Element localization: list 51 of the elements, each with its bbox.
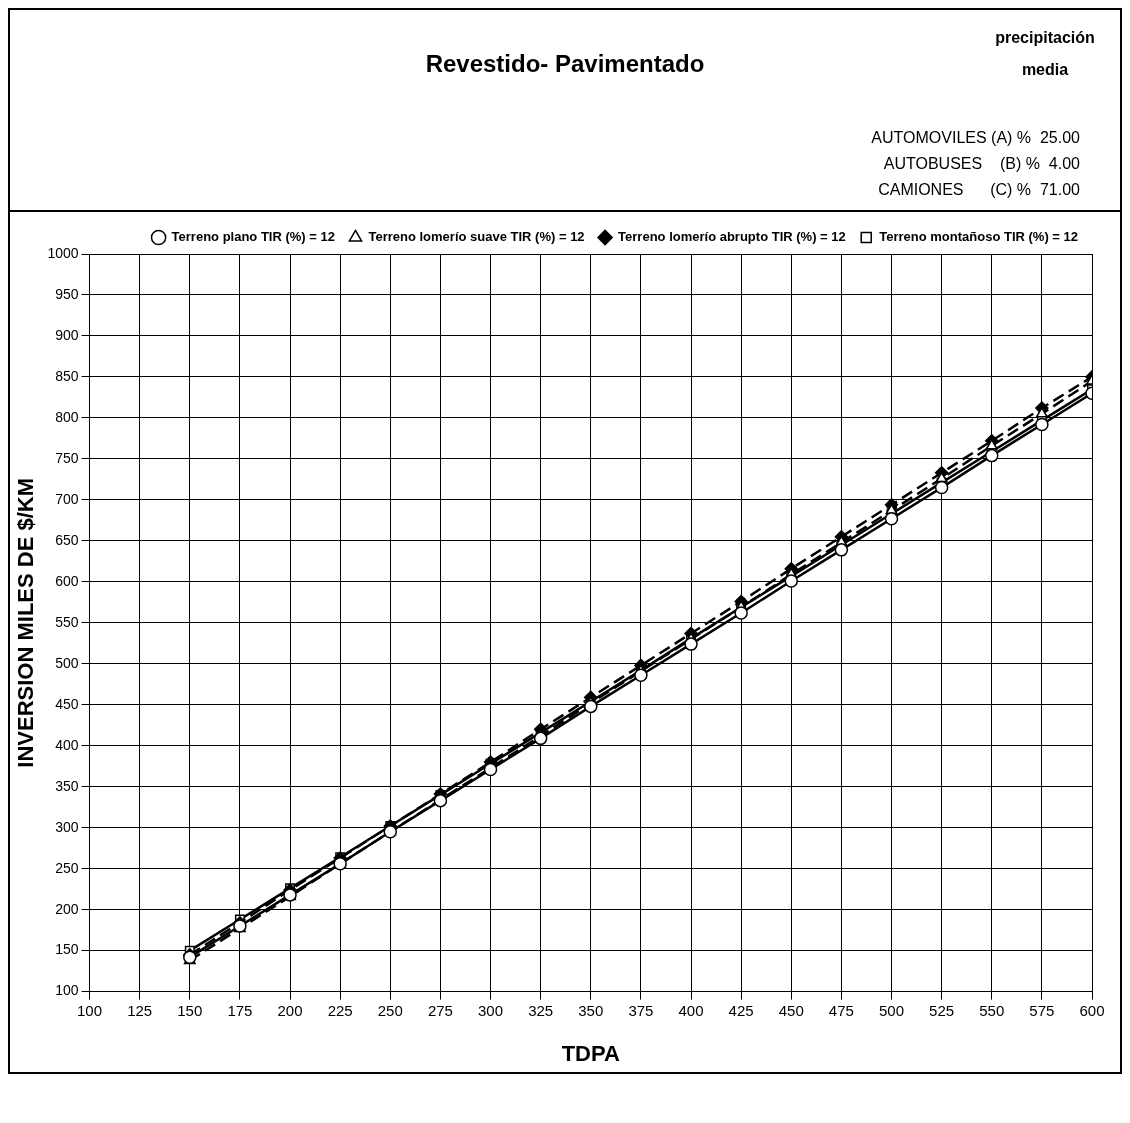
legend-label: Terreno lomerío abrupto TIR (%) = 12 [618, 229, 846, 245]
x-tick-label: 350 [578, 1001, 604, 1019]
y-tick-label: 500 [55, 654, 79, 671]
x-tick-label: 125 [127, 1001, 153, 1019]
x-tick-label: 225 [327, 1001, 353, 1019]
x-tick-label: 275 [427, 1001, 453, 1019]
text: AUTOBUSES (B) % 4.00 [882, 154, 1080, 174]
y-tick-label: 750 [55, 449, 79, 466]
x-tick-label: 375 [628, 1001, 654, 1019]
legend-label: Terreno lomerío suave TIR (%) = 12 [368, 229, 585, 245]
chart-subtitle: precipitación media [994, 28, 1096, 80]
x-tick-label: 550 [979, 1001, 1005, 1019]
x-tick-label: 475 [828, 1001, 854, 1019]
x-tick-label: 100 [77, 1001, 103, 1019]
x-tick-label: 200 [277, 1001, 303, 1019]
x-tick-label: 425 [728, 1001, 754, 1019]
text: AUTOMOVILES (A) % 25.00 [871, 128, 1080, 148]
y-tick-label: 250 [55, 859, 79, 876]
chart-title: Revestido- Pavimentado [425, 50, 705, 77]
y-tick-label: 650 [55, 531, 79, 548]
y-tick-label: 200 [55, 900, 79, 917]
x-tick-label: 525 [929, 1001, 955, 1019]
y-tick-label: 150 [55, 941, 79, 958]
text: CAMIONES (C) % 71.00 [877, 180, 1080, 200]
y-tick-label: 600 [55, 572, 79, 589]
y-tick-label: 400 [55, 736, 79, 753]
legend-label: Terreno montañoso TIR (%) = 12 [879, 229, 1079, 245]
x-tick-label: 600 [1079, 1001, 1105, 1019]
y-tick-label: 450 [55, 695, 79, 712]
y-tick-label: 950 [55, 285, 79, 302]
x-tick-label: 400 [678, 1001, 704, 1019]
x-tick-label: 450 [778, 1001, 804, 1019]
legend-label: Terreno plano TIR (%) = 12 [171, 229, 335, 245]
y-tick-label: 100 [55, 982, 79, 999]
y-tick-label: 1000 [47, 244, 79, 261]
x-tick-label: 500 [878, 1001, 905, 1019]
y-tick-label: 850 [55, 367, 79, 384]
x-tick-label: 575 [1029, 1001, 1055, 1019]
x-tick-label: 325 [528, 1001, 554, 1019]
y-tick-label: 700 [55, 490, 79, 507]
x-tick-label: 300 [478, 1001, 504, 1019]
y-tick-label: 900 [55, 326, 79, 343]
y-tick-label: 800 [55, 408, 79, 425]
x-tick-label: 250 [377, 1001, 403, 1019]
x-axis-title: TDPA [561, 1040, 621, 1066]
x-tick-label: 175 [227, 1001, 253, 1019]
y-tick-label: 300 [55, 818, 79, 835]
y-tick-label: 550 [55, 613, 79, 630]
x-tick-label: 150 [177, 1001, 203, 1019]
y-tick-label: 350 [55, 777, 79, 794]
y-axis-title: INVERSION MILES DE $/KM [13, 477, 39, 768]
